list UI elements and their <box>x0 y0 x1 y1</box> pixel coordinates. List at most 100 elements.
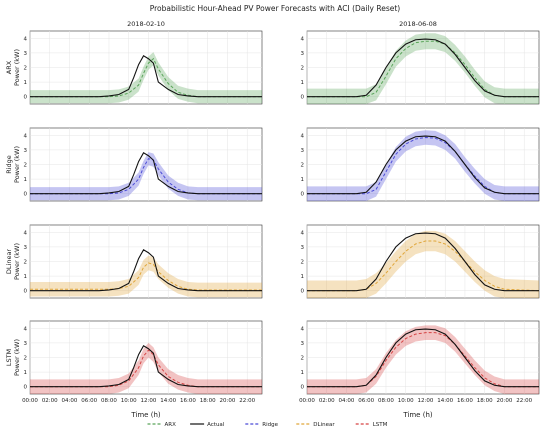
x-tick-label: 00:00 <box>22 398 38 404</box>
legend-label-arx: ARX <box>165 422 177 428</box>
y-tick-label: 2 <box>301 163 305 169</box>
y-tick-label: 0 <box>301 385 305 391</box>
actual-line <box>307 328 539 388</box>
interval-band-lstm <box>30 342 262 394</box>
x-tick-label: 02:00 <box>42 398 58 404</box>
forecast-line-arx <box>30 57 262 98</box>
panel-ridge-2018-02-10: 0 1 2 3 4 Ridge Power (kW) <box>5 127 263 202</box>
x-tick-label: 06:00 <box>81 398 97 404</box>
x-tick-label: 18:00 <box>200 398 216 404</box>
column-title-right: 2018-06-08 <box>399 20 437 28</box>
y-tick-label: 1 <box>301 80 305 86</box>
y-tick-label: 4 <box>24 230 28 236</box>
xlabel-left: Time (h) <box>130 411 161 419</box>
x-tick-label: 14:00 <box>160 398 176 404</box>
legend-label-ridge: Ridge <box>262 422 278 428</box>
row-label-lstm: LSTM <box>5 349 13 366</box>
y-tick-label: 2 <box>301 356 305 362</box>
x-tick-label: 14:00 <box>437 398 453 404</box>
actual-line <box>30 55 262 98</box>
y-tick-label: 4 <box>24 326 28 332</box>
x-tick-label: 12:00 <box>418 398 434 404</box>
y-tick-label: 1 <box>301 370 305 376</box>
y-tick-label: 3 <box>301 51 305 57</box>
forecast-line-dlinear <box>307 240 540 292</box>
y-tick-label: 2 <box>24 66 28 72</box>
actual-line <box>30 249 262 292</box>
y-tick-label: 3 <box>24 148 28 154</box>
x-tick-label: 22:00 <box>516 398 532 404</box>
x-tick-label: 16:00 <box>457 398 473 404</box>
y-tick-label: 0 <box>301 289 305 295</box>
row-label-ridge: Ridge <box>5 155 13 174</box>
legend-label-dlinear: DLinear <box>313 422 335 428</box>
x-tick-label: 02:00 <box>319 398 335 404</box>
y-tick-label: 0 <box>301 95 305 101</box>
x-tick-label: 22:00 <box>239 398 255 404</box>
actual-line <box>307 232 539 292</box>
column-title-left: 2018-02-10 <box>127 20 165 28</box>
y-axis-label: Power (kW) <box>13 146 21 183</box>
y-tick-label: 0 <box>24 385 28 391</box>
actual-line <box>307 135 539 195</box>
y-tick-label: 0 <box>24 192 28 198</box>
panel-dlinear-2018-02-10: 0 1 2 3 4 DLinear Power (kW) <box>5 224 263 299</box>
forecast-line-lstm <box>30 349 262 388</box>
y-tick-label: 4 <box>24 133 28 139</box>
panel-lstm-2018-02-10: 0 1 2 3 4 00:00 02:00 04:00 06:00 08:00 10:00 12:00… <box>5 320 263 404</box>
x-tick-label: 10:00 <box>121 398 137 404</box>
x-tick-label: 18:00 <box>477 398 493 404</box>
panel-lstm-2018-06-08: 0 1 2 3 4 00:00 02:00 04:00 06:00 08:00 10:00 12:00… <box>299 320 540 404</box>
interval-band-dlinear <box>30 255 262 298</box>
interval-band-ridge <box>30 152 262 201</box>
x-tick-label: 16:00 <box>180 398 196 404</box>
interval-band-arx <box>30 52 262 104</box>
forecast-line-lstm <box>307 332 539 388</box>
x-tick-label: 08:00 <box>378 398 394 404</box>
forecast-line-ridge <box>307 136 539 195</box>
y-tick-label: 0 <box>24 289 28 295</box>
y-tick-label: 1 <box>24 80 28 86</box>
x-tick-label: 04:00 <box>62 398 78 404</box>
y-tick-label: 1 <box>24 177 28 183</box>
x-tick-label: 20:00 <box>220 398 236 404</box>
y-tick-label: 3 <box>301 245 305 251</box>
panel-arx-2018-02-10: 0 1 2 3 4 ARX Power (kW) <box>5 30 263 105</box>
y-tick-label: 3 <box>301 148 305 154</box>
panel-ridge-2018-06-08: 0 1 2 3 4 <box>301 127 540 202</box>
forecast-line-arx <box>307 40 539 98</box>
x-tick-label: 04:00 <box>339 398 355 404</box>
y-tick-label: 1 <box>301 177 305 183</box>
actual-line <box>30 345 262 388</box>
y-axis-label: Power (kW) <box>13 339 21 376</box>
y-tick-label: 4 <box>301 36 305 42</box>
legend-label-lstm: LSTM <box>373 422 388 428</box>
y-tick-label: 1 <box>24 274 28 280</box>
panel-arx-2018-06-08: 0 1 2 3 4 <box>301 30 540 105</box>
row-label-arx: ARX <box>5 60 13 74</box>
y-tick-label: 1 <box>301 274 305 280</box>
y-tick-label: 4 <box>24 36 28 42</box>
actual-line <box>307 38 539 98</box>
y-tick-label: 4 <box>301 326 305 332</box>
x-tick-label: 06:00 <box>358 398 374 404</box>
y-tick-label: 3 <box>24 341 28 347</box>
y-tick-label: 3 <box>301 341 305 347</box>
y-tick-label: 4 <box>301 133 305 139</box>
row-label-dlinear: DLinear <box>5 249 13 275</box>
forecast-line-ridge <box>30 158 262 195</box>
xlabel-right: Time (h) <box>402 411 433 419</box>
y-tick-label: 3 <box>24 245 28 251</box>
y-tick-label: 2 <box>24 356 28 362</box>
legend-label-actual: Actual <box>207 422 225 428</box>
y-tick-label: 2 <box>301 260 305 266</box>
y-tick-label: 1 <box>24 370 28 376</box>
y-tick-label: 0 <box>301 192 305 198</box>
y-tick-label: 0 <box>24 95 28 101</box>
y-axis-label: Power (kW) <box>13 49 21 86</box>
panel-dlinear-2018-06-08: 0 1 2 3 4 <box>301 224 540 299</box>
figure-title: Probabilistic Hour-Ahead PV Power Foreca… <box>150 4 401 13</box>
x-tick-label: 00:00 <box>299 398 315 404</box>
